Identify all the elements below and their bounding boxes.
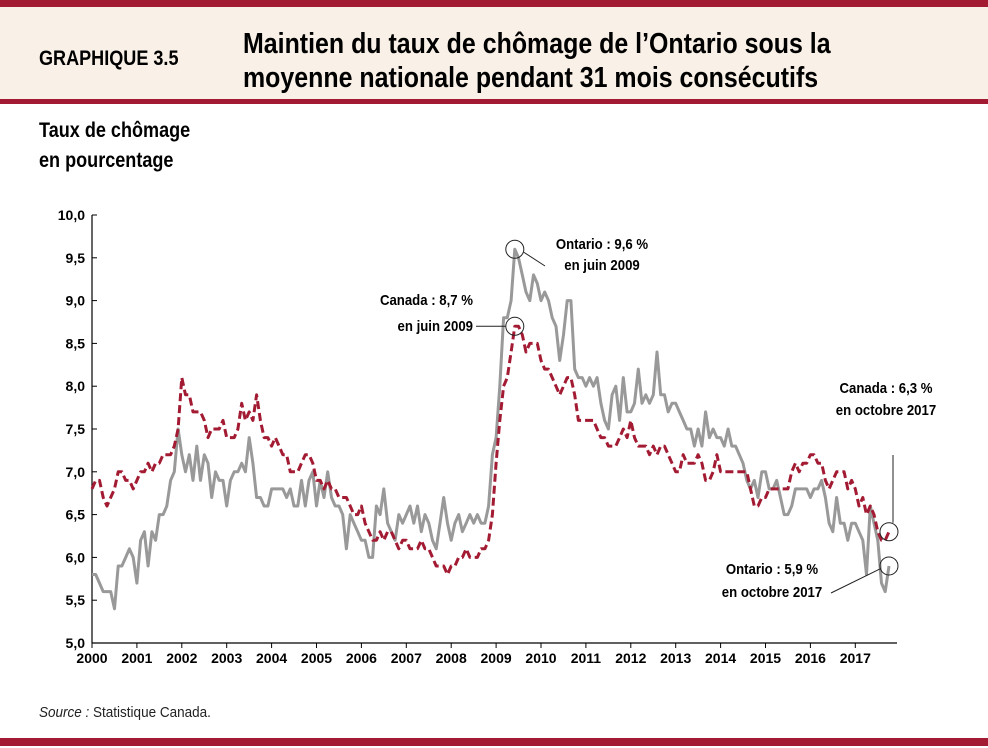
canada-latest-marker bbox=[879, 522, 899, 542]
axes: 5,0 5,5 6,0 6,5 7,0 7,5 8,0 8,5 9,0 9,5 10,0 2000 20… bbox=[58, 207, 897, 666]
source-text: Statistique Canada. bbox=[93, 704, 211, 721]
x-tick-label: 2006 bbox=[346, 650, 377, 666]
x-tick-label: 2017 bbox=[840, 650, 871, 666]
chart-header: GRAPHIQUE 3.5 Maintien du taux de chômag… bbox=[0, 7, 988, 99]
y-tick-label: 7,5 bbox=[66, 421, 86, 437]
chart-number-text: GRAPHIQUE 3.5 bbox=[39, 47, 179, 70]
x-tick-label: 2002 bbox=[166, 650, 197, 666]
y-axis-label-line-1: Taux de chômage bbox=[39, 119, 191, 142]
y-tick-label: 5,5 bbox=[66, 592, 86, 608]
y-tick-label: 8,5 bbox=[66, 335, 86, 351]
ontario-peak-label-2: en juin 2009 bbox=[564, 256, 640, 273]
series-lines bbox=[90, 247, 891, 611]
annotations: Ontario : 9,6 % en juin 2009 Canada : 8,7 … bbox=[380, 235, 936, 600]
canada-peak-label-1: Canada : 8,7 % bbox=[380, 291, 473, 308]
header-bottom-border bbox=[0, 99, 988, 104]
canada-peak-label-2: en juin 2009 bbox=[398, 317, 474, 334]
y-tick-label: 6,0 bbox=[66, 549, 86, 565]
x-tick-label: 2001 bbox=[121, 650, 152, 666]
y-tick-label: 5,0 bbox=[66, 635, 86, 651]
ontario-peak-label-1: Ontario : 9,6 % bbox=[556, 235, 649, 252]
x-tick-label: 2008 bbox=[436, 650, 467, 666]
x-tick-label: 2016 bbox=[795, 650, 826, 666]
ontario-latest-marker bbox=[879, 556, 899, 576]
x-tick-label: 2004 bbox=[256, 650, 287, 666]
ontario-latest-label-2: en octobre 2017 bbox=[722, 583, 823, 600]
chart-number: GRAPHIQUE 3.5 bbox=[39, 47, 201, 71]
y-tick-label: 10,0 bbox=[58, 207, 85, 223]
x-tick-label: 2014 bbox=[705, 650, 736, 666]
title-line-2: moyenne nationale pendant 31 mois conséc… bbox=[243, 62, 819, 94]
ontario-line bbox=[92, 247, 891, 611]
x-tick-label: 2003 bbox=[211, 650, 242, 666]
y-tick-label: 8,0 bbox=[66, 378, 86, 394]
x-tick-label: 2007 bbox=[391, 650, 422, 666]
source-note: Source : Statistique Canada. bbox=[39, 704, 211, 721]
y-tick-label: 9,0 bbox=[66, 293, 86, 309]
canada-latest-label-2: en octobre 2017 bbox=[836, 401, 937, 418]
bottom-border bbox=[0, 738, 988, 746]
x-tick-label: 2011 bbox=[571, 650, 602, 666]
y-axis-label: Taux de chômage en pourcentage bbox=[39, 116, 215, 176]
canada-line bbox=[90, 324, 891, 576]
x-tick-label: 2013 bbox=[660, 650, 691, 666]
x-tick-label: 2000 bbox=[76, 650, 107, 666]
x-tick-label: 2015 bbox=[750, 650, 781, 666]
source-label: Source : bbox=[39, 704, 90, 721]
x-tick-label: 2010 bbox=[525, 650, 556, 666]
y-tick-label: 9,5 bbox=[66, 250, 86, 266]
ontario-peak-marker bbox=[505, 239, 525, 259]
x-tick-label: 2005 bbox=[301, 650, 332, 666]
chart-title: Maintien du taux de chômage de l’Ontario… bbox=[243, 27, 926, 95]
ontario-latest-label-1: Ontario : 5,9 % bbox=[726, 560, 819, 577]
canada-peak-marker bbox=[505, 316, 525, 336]
x-tick-label: 2009 bbox=[481, 650, 512, 666]
top-border bbox=[0, 0, 988, 7]
y-tick-label: 6,5 bbox=[66, 507, 86, 523]
y-axis-label-line-2: en pourcentage bbox=[39, 149, 174, 172]
x-tick-label: 2012 bbox=[615, 650, 646, 666]
y-tick-label: 7,0 bbox=[66, 464, 86, 480]
ontario-latest-leader-line bbox=[830, 568, 881, 594]
canada-latest-label-1: Canada : 6,3 % bbox=[839, 379, 932, 396]
title-line-1: Maintien du taux de chômage de l’Ontario… bbox=[243, 28, 831, 60]
ontario-peak-leader-line bbox=[523, 251, 546, 267]
